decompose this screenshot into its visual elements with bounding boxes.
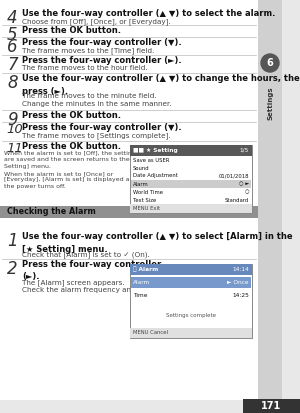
- Text: The frame moves to the hour field.: The frame moves to the hour field.: [22, 65, 148, 71]
- Text: 10: 10: [6, 123, 23, 136]
- Text: Date Adjustment: Date Adjustment: [133, 173, 178, 178]
- Text: Alarm: Alarm: [133, 280, 150, 285]
- Text: ○: ○: [244, 190, 249, 195]
- Text: Sound: Sound: [133, 166, 150, 171]
- Text: 8: 8: [7, 74, 18, 92]
- Text: ■■ ★ Setting: ■■ ★ Setting: [133, 148, 178, 153]
- Text: MENU Exit: MENU Exit: [133, 206, 160, 211]
- Text: ⏰ Alarm: ⏰ Alarm: [133, 267, 158, 272]
- Bar: [130, 328, 252, 338]
- Text: Settings complete: Settings complete: [166, 313, 216, 318]
- Text: Check the alarm frequency and time.: Check the alarm frequency and time.: [22, 287, 157, 293]
- Bar: [258, 0, 282, 400]
- Text: Check that [Alarm] is set to ✓ (On).: Check that [Alarm] is set to ✓ (On).: [22, 251, 150, 258]
- Text: Use the four-way controller (▲ ▼) to change the hours, then
press (►).: Use the four-way controller (▲ ▼) to cha…: [22, 74, 300, 95]
- Text: Checking the Alarm: Checking the Alarm: [7, 207, 96, 216]
- Text: Text Size: Text Size: [133, 197, 156, 202]
- Text: 4: 4: [7, 9, 18, 27]
- Text: The frame moves to the [Time] field.: The frame moves to the [Time] field.: [22, 47, 154, 54]
- Circle shape: [261, 54, 279, 72]
- Bar: [130, 145, 252, 213]
- Text: Press the four-way controller (▼).: Press the four-way controller (▼).: [22, 123, 182, 132]
- Text: 6: 6: [7, 38, 18, 56]
- Text: 14:14: 14:14: [232, 267, 249, 272]
- Text: Press the OK button.: Press the OK button.: [22, 26, 121, 35]
- Text: 6: 6: [267, 58, 273, 68]
- Text: MENU Cancel: MENU Cancel: [133, 330, 168, 335]
- Text: Time: Time: [133, 293, 148, 298]
- Bar: [131, 180, 251, 188]
- Text: Change the minutes in the same manner.: Change the minutes in the same manner.: [22, 101, 172, 107]
- Text: Press the OK button.: Press the OK button.: [22, 142, 121, 151]
- Text: 2: 2: [7, 260, 18, 278]
- Text: 5: 5: [7, 26, 18, 44]
- Text: Press the OK button.: Press the OK button.: [22, 111, 121, 120]
- Text: Press the four-way controller (►).: Press the four-way controller (►).: [22, 56, 182, 65]
- Bar: [0, 0, 258, 400]
- Text: 7: 7: [7, 56, 18, 74]
- Text: ► Once: ► Once: [227, 280, 249, 285]
- Text: The frame moves to [Settings complete].: The frame moves to [Settings complete].: [22, 132, 171, 139]
- Text: The frame moves to the minute field.: The frame moves to the minute field.: [22, 93, 157, 99]
- Text: Standard: Standard: [225, 197, 249, 202]
- Text: Choose from [Off], [Once], or [Everyday].: Choose from [Off], [Once], or [Everyday]…: [22, 18, 171, 25]
- Text: Press the four-way controller
(►).: Press the four-way controller (►).: [22, 260, 161, 282]
- Text: 9: 9: [7, 111, 18, 129]
- Text: World Time: World Time: [133, 190, 163, 195]
- Text: 1/5: 1/5: [240, 148, 249, 153]
- Text: When the alarm is set to [Off], the settings
are saved and the screen returns to: When the alarm is set to [Off], the sett…: [4, 151, 140, 189]
- Text: ○ ►: ○ ►: [239, 181, 249, 187]
- Text: Settings: Settings: [267, 86, 273, 120]
- Bar: [131, 277, 251, 288]
- Text: 14:25: 14:25: [232, 293, 249, 298]
- Text: 01/01/2018: 01/01/2018: [218, 173, 249, 178]
- Bar: [130, 204, 252, 213]
- Text: Use the four-way controller (▲ ▼) to select the alarm.: Use the four-way controller (▲ ▼) to sel…: [22, 9, 275, 18]
- Text: 171: 171: [261, 401, 281, 411]
- Text: Alarm: Alarm: [133, 181, 149, 187]
- Text: The [Alarm] screen appears.: The [Alarm] screen appears.: [22, 279, 124, 286]
- Bar: [130, 264, 252, 275]
- Bar: [130, 264, 252, 338]
- Bar: [130, 145, 252, 156]
- Text: 1: 1: [7, 232, 18, 250]
- Text: Save as USER: Save as USER: [133, 157, 170, 162]
- Text: Press the four-way controller (▼).: Press the four-way controller (▼).: [22, 38, 182, 47]
- Bar: [0, 206, 258, 218]
- Text: 11: 11: [6, 142, 23, 155]
- Text: Use the four-way controller (▲ ▼) to select [Alarm] in the
[★ Setting] menu.: Use the four-way controller (▲ ▼) to sel…: [22, 232, 292, 254]
- Bar: [243, 399, 300, 413]
